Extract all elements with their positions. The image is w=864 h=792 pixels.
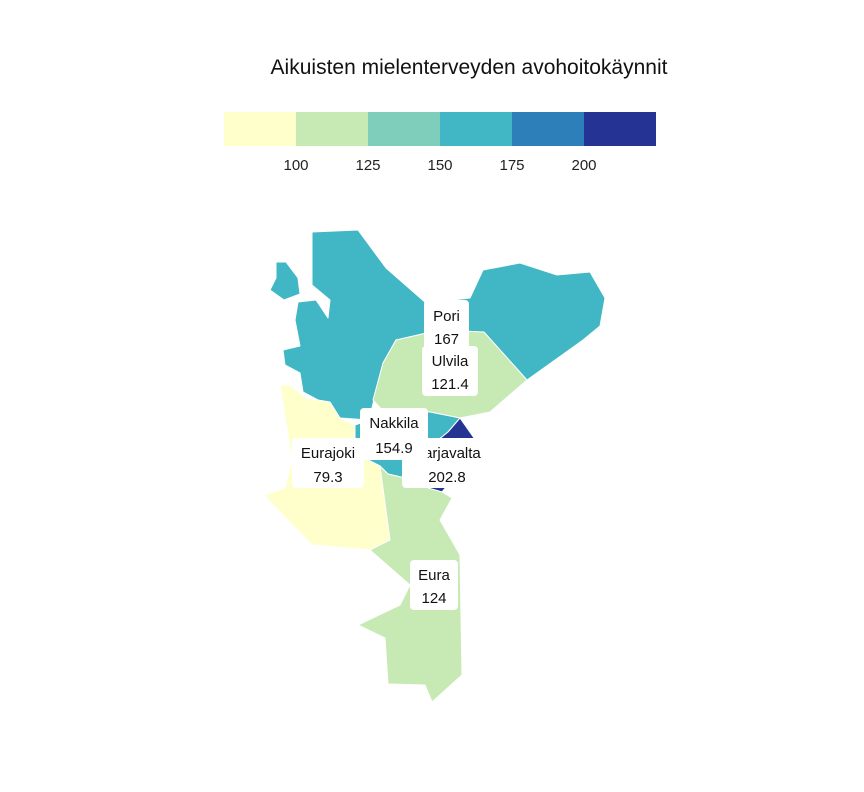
label-eurajoki-name: Eurajoki (301, 445, 355, 462)
label-eurajoki: Eurajoki 79.3 (292, 438, 364, 488)
legend: 100 125 150 175 200 (224, 112, 656, 174)
legend-tick-150: 150 (427, 157, 452, 174)
legend-swatch-3 (368, 112, 440, 146)
label-nakkila-value: 154.9 (375, 440, 413, 457)
label-nakkila: Nakkila 154.9 (360, 408, 428, 460)
label-nakkila-name: Nakkila (369, 415, 419, 432)
legend-tick-125: 125 (355, 157, 380, 174)
label-ulvila-name: Ulvila (432, 353, 469, 370)
label-eurajoki-value: 79.3 (313, 469, 342, 486)
legend-swatch-2 (296, 112, 368, 146)
legend-swatch-6 (584, 112, 656, 146)
label-ulvila: Ulvila 121.4 (422, 346, 478, 396)
region-pori-island[interactable] (269, 261, 301, 301)
label-eura: Eura 124 (410, 560, 458, 610)
legend-swatch-5 (512, 112, 584, 146)
legend-swatch-4 (440, 112, 512, 146)
label-pori-name: Pori (433, 308, 460, 325)
label-ulvila-value: 121.4 (431, 376, 469, 393)
legend-tick-100: 100 (283, 157, 308, 174)
label-eura-name: Eura (418, 567, 450, 584)
region-labels: Pori 167 Ulvila 121.4 Harjavalta 202.8 N… (292, 300, 492, 610)
legend-swatch-1 (224, 112, 296, 146)
label-eura-value: 124 (421, 590, 446, 607)
label-pori-value: 167 (434, 331, 459, 348)
label-harjavalta-name: Harjavalta (413, 445, 481, 462)
label-harjavalta-value: 202.8 (428, 469, 466, 486)
label-pori: Pori 167 (424, 300, 469, 350)
legend-tick-200: 200 (571, 157, 596, 174)
legend-tick-175: 175 (499, 157, 524, 174)
map-title: Aikuisten mielenterveyden avohoitokäynni… (270, 56, 668, 79)
